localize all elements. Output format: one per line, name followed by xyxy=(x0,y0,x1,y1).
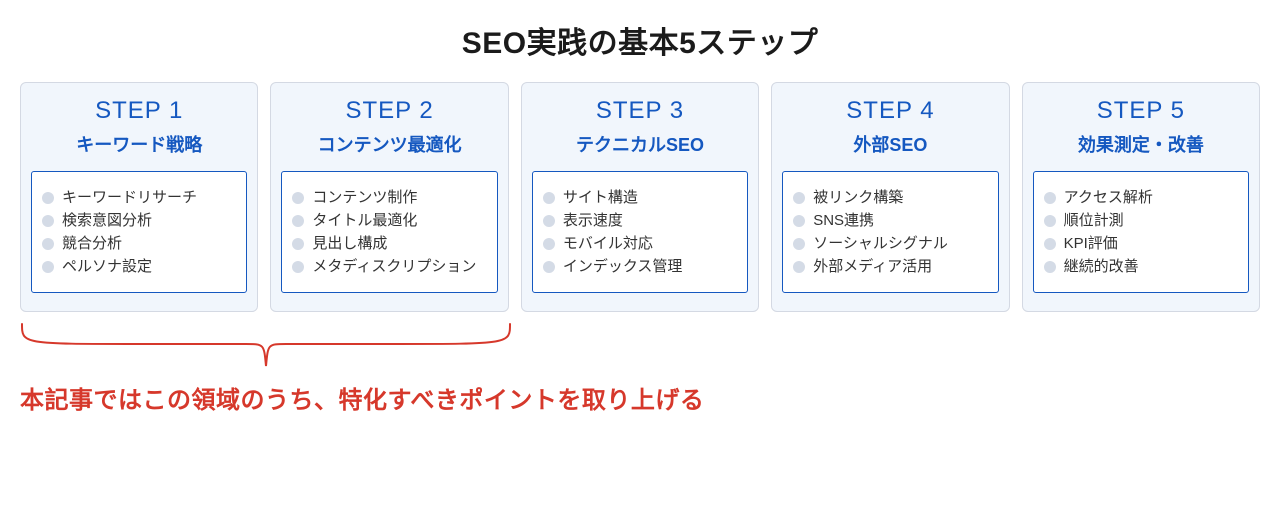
step-title: 外部SEO xyxy=(853,131,927,157)
list-item-label: 外部メディア活用 xyxy=(813,259,932,274)
list-item: 見出し構成 xyxy=(292,232,486,255)
bullet-icon xyxy=(793,238,805,250)
list-item-label: タイトル最適化 xyxy=(312,213,417,228)
list-item-label: モバイル対応 xyxy=(563,236,653,251)
brace-icon xyxy=(20,322,512,372)
step-number: STEP 1 xyxy=(95,97,183,125)
list-item-label: サイト構造 xyxy=(563,190,638,205)
callout-text: 本記事ではこの領域のうち、特化すべきポイントを取り上げる xyxy=(20,380,1260,415)
step-sublist: サイト構造 表示速度 モバイル対応 インデックス管理 xyxy=(532,171,748,293)
list-item-label: KPI評価 xyxy=(1064,236,1118,251)
bullet-icon xyxy=(42,192,54,204)
list-item: 検索意図分析 xyxy=(42,209,236,232)
list-item-label: 競合分析 xyxy=(62,236,122,251)
step-title: テクニカルSEO xyxy=(576,131,704,157)
bullet-icon xyxy=(42,215,54,227)
step-title: キーワード戦略 xyxy=(76,131,202,157)
step-card-5: STEP 5 効果測定・改善 アクセス解析 順位計測 KPI評価 継続的改善 xyxy=(1022,82,1260,312)
bullet-icon xyxy=(42,261,54,273)
list-item: キーワードリサーチ xyxy=(42,186,236,209)
bullet-icon xyxy=(292,215,304,227)
list-item: 順位計測 xyxy=(1044,209,1238,232)
bullet-icon xyxy=(543,215,555,227)
bullet-icon xyxy=(543,192,555,204)
list-item: 外部メディア活用 xyxy=(793,255,987,278)
list-item: KPI評価 xyxy=(1044,232,1238,255)
step-card-3: STEP 3 テクニカルSEO サイト構造 表示速度 モバイル対応 インデックス… xyxy=(521,82,759,312)
list-item-label: 表示速度 xyxy=(563,213,623,228)
list-item: ソーシャルシグナル xyxy=(793,232,987,255)
step-number: STEP 5 xyxy=(1097,97,1185,125)
list-item: コンテンツ制作 xyxy=(292,186,486,209)
bullet-icon xyxy=(42,238,54,250)
list-item: モバイル対応 xyxy=(543,232,737,255)
list-item-label: コンテンツ制作 xyxy=(312,190,417,205)
list-item-label: ペルソナ設定 xyxy=(62,259,152,274)
callout-area: 本記事ではこの領域のうち、特化すべきポイントを取り上げる xyxy=(20,322,1260,415)
bullet-icon xyxy=(793,192,805,204)
list-item-label: SNS連携 xyxy=(813,213,874,228)
list-item: タイトル最適化 xyxy=(292,209,486,232)
list-item: 表示速度 xyxy=(543,209,737,232)
list-item-label: 被リンク構築 xyxy=(813,190,903,205)
bullet-icon xyxy=(793,215,805,227)
bullet-icon xyxy=(1044,238,1056,250)
list-item: SNS連携 xyxy=(793,209,987,232)
list-item-label: ソーシャルシグナル xyxy=(813,236,948,251)
list-item-label: 継続的改善 xyxy=(1064,259,1139,274)
step-number: STEP 4 xyxy=(846,97,934,125)
list-item: アクセス解析 xyxy=(1044,186,1238,209)
step-card-1: STEP 1 キーワード戦略 キーワードリサーチ 検索意図分析 競合分析 ペルソ… xyxy=(20,82,258,312)
bullet-icon xyxy=(543,261,555,273)
step-title: 効果測定・改善 xyxy=(1078,131,1204,157)
list-item-label: 検索意図分析 xyxy=(62,213,152,228)
list-item-label: キーワードリサーチ xyxy=(62,190,197,205)
step-card-2: STEP 2 コンテンツ最適化 コンテンツ制作 タイトル最適化 見出し構成 メタ… xyxy=(270,82,508,312)
list-item: ペルソナ設定 xyxy=(42,255,236,278)
bullet-icon xyxy=(292,238,304,250)
bullet-icon xyxy=(793,261,805,273)
step-sublist: アクセス解析 順位計測 KPI評価 継続的改善 xyxy=(1033,171,1249,293)
list-item-label: インデックス管理 xyxy=(563,259,683,274)
step-sublist: 被リンク構築 SNS連携 ソーシャルシグナル 外部メディア活用 xyxy=(782,171,998,293)
list-item-label: 順位計測 xyxy=(1064,213,1124,228)
list-item: 競合分析 xyxy=(42,232,236,255)
step-sublist: キーワードリサーチ 検索意図分析 競合分析 ペルソナ設定 xyxy=(31,171,247,293)
bullet-icon xyxy=(1044,192,1056,204)
bullet-icon xyxy=(292,192,304,204)
bullet-icon xyxy=(543,238,555,250)
list-item: インデックス管理 xyxy=(543,255,737,278)
list-item: 継続的改善 xyxy=(1044,255,1238,278)
list-item-label: メタディスクリプション xyxy=(312,259,476,274)
step-card-4: STEP 4 外部SEO 被リンク構築 SNS連携 ソーシャルシグナル 外部メデ… xyxy=(771,82,1009,312)
step-number: STEP 2 xyxy=(345,97,433,125)
infographic-container: SEO実践の基本5ステップ STEP 1 キーワード戦略 キーワードリサーチ 検… xyxy=(0,0,1280,415)
step-cards-row: STEP 1 キーワード戦略 キーワードリサーチ 検索意図分析 競合分析 ペルソ… xyxy=(20,82,1260,312)
list-item: メタディスクリプション xyxy=(292,255,486,278)
list-item-label: 見出し構成 xyxy=(312,236,387,251)
step-title: コンテンツ最適化 xyxy=(318,131,462,157)
list-item-label: アクセス解析 xyxy=(1064,190,1153,205)
bullet-icon xyxy=(1044,261,1056,273)
main-title: SEO実践の基本5ステップ xyxy=(20,18,1260,62)
bullet-icon xyxy=(1044,215,1056,227)
step-number: STEP 3 xyxy=(596,97,684,125)
step-sublist: コンテンツ制作 タイトル最適化 見出し構成 メタディスクリプション xyxy=(281,171,497,293)
bullet-icon xyxy=(292,261,304,273)
list-item: 被リンク構築 xyxy=(793,186,987,209)
list-item: サイト構造 xyxy=(543,186,737,209)
